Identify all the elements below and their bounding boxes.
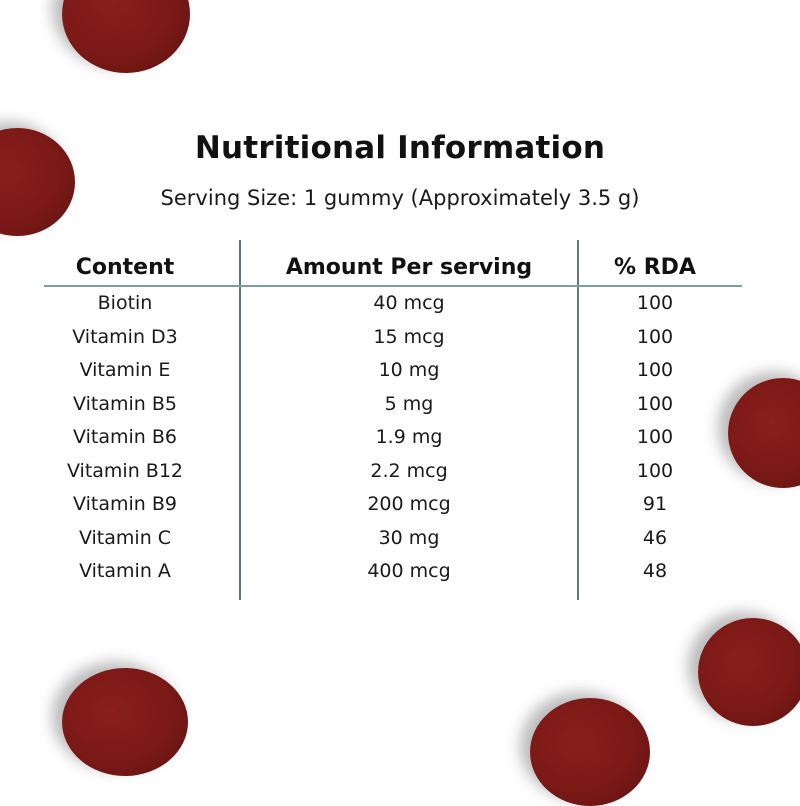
nutrient-rda: 100 (636, 326, 674, 348)
gummy-image-bottom-center (530, 698, 650, 806)
nutrient-name: Vitamin E (79, 359, 171, 381)
nutrient-rda: 100 (636, 292, 674, 314)
column-divider-1 (239, 240, 241, 600)
serving-size: Serving Size: 1 gummy (Approximately 3.5… (160, 186, 640, 210)
nutrient-amount: 5 mg (384, 393, 434, 415)
column-header-amount: Amount Per serving (285, 255, 533, 280)
gummy-image-top-left (62, 0, 190, 73)
nutrient-name: Vitamin C (78, 527, 172, 549)
nutrient-amount: 15 mcg (373, 326, 445, 348)
nutrient-amount: 10 mg (378, 359, 440, 381)
gummy-image-bottom-left (62, 668, 188, 776)
nutrient-rda: 46 (642, 527, 668, 549)
nutrient-rda: 48 (642, 560, 668, 582)
nutrient-name: Vitamin B5 (73, 393, 177, 415)
column-divider-2 (577, 240, 579, 600)
nutrient-amount: 400 mcg (367, 560, 451, 582)
gummy-image-bottom-right (698, 618, 800, 726)
nutrient-amount: 1.9 mg (375, 426, 443, 448)
nutrient-name: Vitamin D3 (72, 326, 178, 348)
nutrient-name: Vitamin A (79, 560, 171, 582)
nutrient-rda: 100 (636, 426, 674, 448)
nutrient-amount: 2.2 mcg (370, 460, 448, 482)
nutrient-name: Vitamin B6 (73, 426, 177, 448)
nutrient-amount: 40 mcg (373, 292, 445, 314)
nutrient-rda: 100 (636, 393, 674, 415)
nutrient-rda: 91 (642, 493, 668, 515)
nutrient-name: Biotin (97, 292, 153, 314)
nutrient-amount: 200 mcg (367, 493, 451, 515)
header-divider (44, 285, 742, 287)
column-header-content: Content (75, 255, 175, 280)
nutrient-amount: 30 mg (378, 527, 440, 549)
nutrient-name: Vitamin B12 (66, 460, 184, 482)
gummy-image-right (728, 378, 800, 488)
nutrient-name: Vitamin B9 (73, 493, 177, 515)
page-title: Nutritional Information (194, 130, 606, 166)
column-header-rda: % RDA (614, 255, 696, 280)
nutrient-rda: 100 (636, 359, 674, 381)
nutrient-rda: 100 (636, 460, 674, 482)
